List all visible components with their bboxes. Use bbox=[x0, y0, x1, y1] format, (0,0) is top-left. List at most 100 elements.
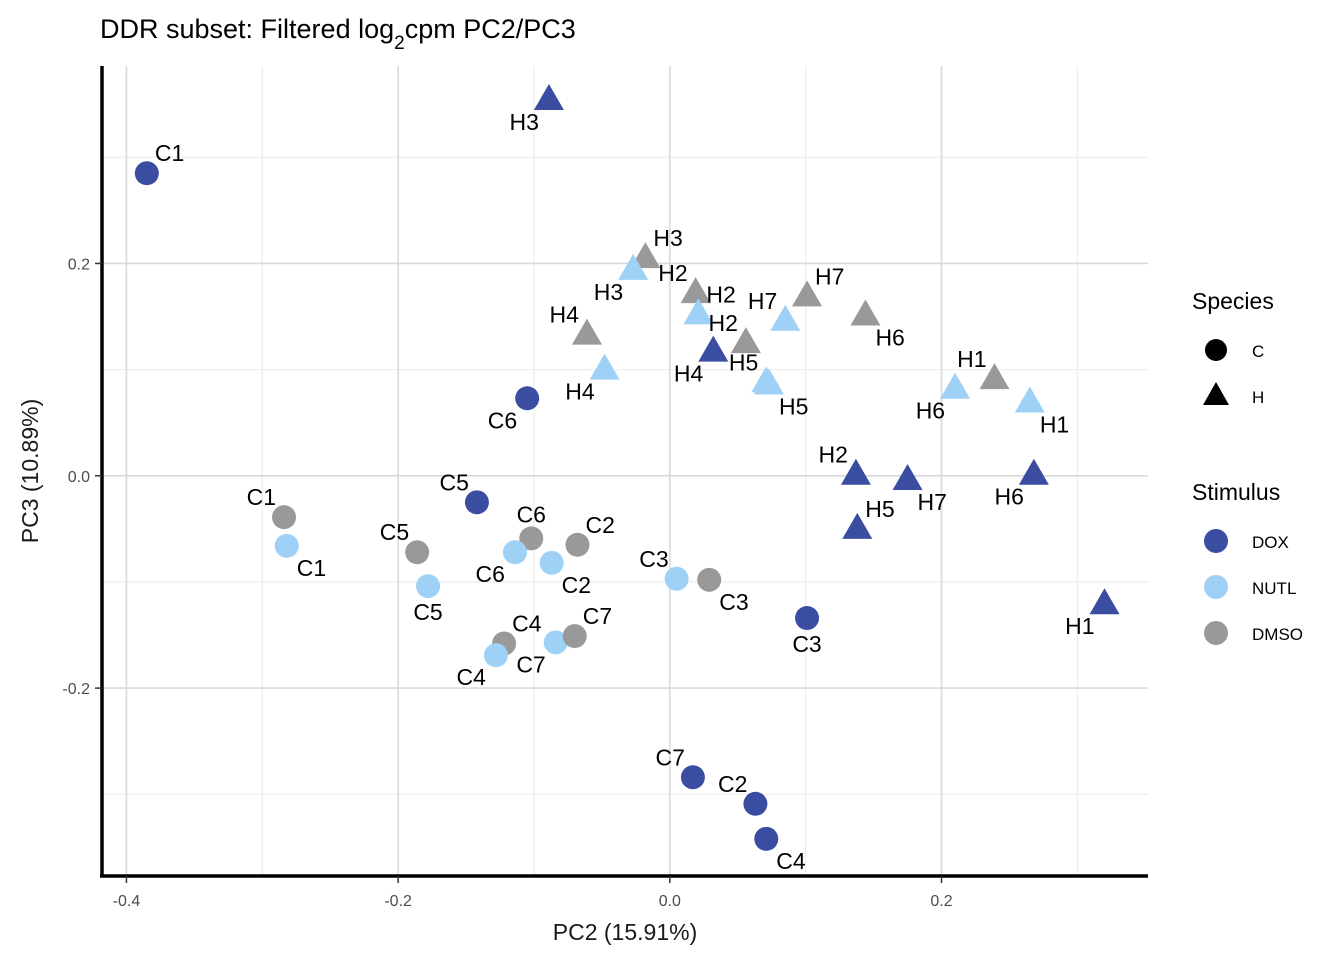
label-c5-dmso: C5 bbox=[380, 519, 409, 545]
point-h2-nutl bbox=[683, 298, 714, 325]
legend-species-c: C bbox=[1252, 342, 1264, 361]
point-c3-nutl bbox=[664, 566, 689, 591]
legend: Species C H Stimulus DOX NUTL DMSO bbox=[1192, 288, 1303, 645]
label-c6-dox: C6 bbox=[488, 407, 517, 433]
point-c7-dox bbox=[680, 765, 705, 790]
label-h6-dox: H6 bbox=[994, 484, 1023, 510]
label-h2-dmso: H2 bbox=[658, 260, 687, 286]
legend-species-circle-key bbox=[1205, 339, 1227, 361]
label-h1-nutl: H1 bbox=[1040, 412, 1069, 438]
point-c7-nutl bbox=[543, 630, 568, 655]
label-c5-nutl: C5 bbox=[413, 599, 442, 625]
label-c6-nutl: C6 bbox=[476, 561, 505, 587]
point-c2-dmso bbox=[565, 532, 590, 557]
label-h7-nutl: H7 bbox=[748, 288, 777, 314]
point-h1-dox bbox=[1089, 588, 1120, 615]
label-c2-nutl: C2 bbox=[562, 572, 591, 598]
x-axis-ticks: -0.4 -0.2 0.0 0.2 bbox=[113, 876, 953, 910]
major-gridlines bbox=[102, 66, 1148, 876]
label-h2-dox: H2 bbox=[819, 442, 848, 468]
point-h3-dox bbox=[533, 83, 564, 110]
point-h7-dmso bbox=[792, 280, 823, 307]
point-c6-dox bbox=[515, 386, 540, 411]
label-c4-nutl: C4 bbox=[457, 664, 487, 690]
chart-title: DDR subset: Filtered log2cpm PC2/PC3 bbox=[100, 14, 576, 54]
label-c7-nutl: C7 bbox=[516, 651, 545, 677]
point-h3-dmso bbox=[630, 242, 661, 269]
point-c1-nutl bbox=[274, 533, 299, 558]
legend-species-h: H bbox=[1252, 388, 1264, 407]
point-c7-dmso bbox=[562, 624, 587, 649]
label-h7-dox: H7 bbox=[918, 489, 947, 515]
y-tick-label: 0.0 bbox=[68, 469, 90, 486]
x-tick-label: 0.2 bbox=[930, 893, 952, 910]
point-h5-nutl bbox=[753, 368, 784, 395]
label-h6-nutl: H6 bbox=[916, 398, 945, 424]
label-h4-dox: H4 bbox=[674, 361, 704, 387]
label-h3-dox: H3 bbox=[510, 109, 539, 135]
x-axis-title: PC2 (15.91%) bbox=[553, 919, 697, 945]
x-tick-label: 0.0 bbox=[659, 893, 681, 910]
label-h2-dmso: H2 bbox=[708, 310, 737, 336]
point-c1-dmso bbox=[272, 505, 297, 530]
point-h2-dox bbox=[840, 458, 871, 485]
legend-dox-key bbox=[1204, 529, 1228, 553]
point-h4-nutl bbox=[589, 353, 620, 380]
legend-species-triangle-key bbox=[1203, 382, 1229, 405]
legend-stimulus-title: Stimulus bbox=[1192, 479, 1280, 505]
label-c4-dox: C4 bbox=[776, 848, 806, 874]
point-h4-dmso bbox=[571, 318, 602, 345]
point-labels: C1 C6 C5 C3 C7 C2 C4 C1 C1 C5 C5 C6 C6 C2 C2 C3 C3 C4 C4 C7… bbox=[155, 109, 1095, 874]
point-c6-dmso bbox=[519, 526, 544, 551]
point-h6-dox bbox=[1018, 458, 1049, 485]
point-c4-nutl bbox=[483, 643, 508, 668]
y-tick-label: -0.2 bbox=[62, 681, 90, 698]
x-tick-label: -0.4 bbox=[113, 893, 141, 910]
data-points bbox=[134, 83, 1120, 851]
label-c4-dmso: C4 bbox=[512, 611, 542, 637]
label-c3-nutl: C3 bbox=[639, 546, 668, 572]
point-c5-nutl bbox=[416, 574, 441, 599]
label-c2-dox: C2 bbox=[718, 771, 747, 797]
point-c3-dmso bbox=[697, 567, 722, 592]
point-h1-dmso bbox=[979, 363, 1010, 390]
point-c5-dox bbox=[464, 490, 489, 515]
label-h5-dox: H5 bbox=[865, 496, 894, 522]
point-h6-nutl bbox=[940, 372, 971, 399]
y-tick-label: 0.2 bbox=[68, 256, 90, 273]
point-c3-dox bbox=[795, 606, 820, 631]
label-c5-dox: C5 bbox=[440, 469, 469, 495]
label-c2-dmso: C2 bbox=[585, 512, 614, 538]
label-h1-dmso: H1 bbox=[957, 346, 986, 372]
point-h7-dox bbox=[892, 464, 923, 491]
legend-dox: DOX bbox=[1252, 533, 1289, 552]
point-h2-dmso bbox=[730, 327, 761, 354]
label-c6-dmso: C6 bbox=[517, 501, 546, 527]
point-h3-nutl bbox=[618, 253, 649, 280]
label-h3-nutl: H3 bbox=[594, 279, 623, 305]
point-c6-nutl bbox=[502, 540, 527, 565]
legend-dmso: DMSO bbox=[1252, 625, 1303, 644]
minor-gridlines bbox=[102, 66, 1148, 876]
label-c7-dmso: C7 bbox=[583, 603, 612, 629]
x-tick-label: -0.2 bbox=[384, 893, 412, 910]
point-h4-dox bbox=[698, 335, 729, 362]
label-h2-nutl: H2 bbox=[706, 281, 735, 307]
point-h6-dmso bbox=[850, 299, 881, 326]
label-c3-dox: C3 bbox=[792, 631, 821, 657]
label-h3-dmso: H3 bbox=[653, 225, 682, 251]
point-c5-dmso bbox=[405, 540, 430, 565]
legend-nutl-key bbox=[1204, 575, 1228, 599]
point-h5-dox bbox=[842, 512, 873, 539]
point-h1-nutl bbox=[1014, 386, 1045, 413]
label-h4-dmso: H4 bbox=[550, 302, 580, 328]
point-c2-nutl bbox=[539, 550, 564, 575]
label-h6-dmso: H6 bbox=[875, 324, 904, 350]
label-h1-dox: H1 bbox=[1065, 613, 1094, 639]
legend-dmso-key bbox=[1204, 621, 1228, 645]
label-h5-nutl: H5 bbox=[779, 393, 808, 419]
point-c2-dox bbox=[743, 791, 768, 816]
point-c1-dox bbox=[134, 161, 159, 186]
